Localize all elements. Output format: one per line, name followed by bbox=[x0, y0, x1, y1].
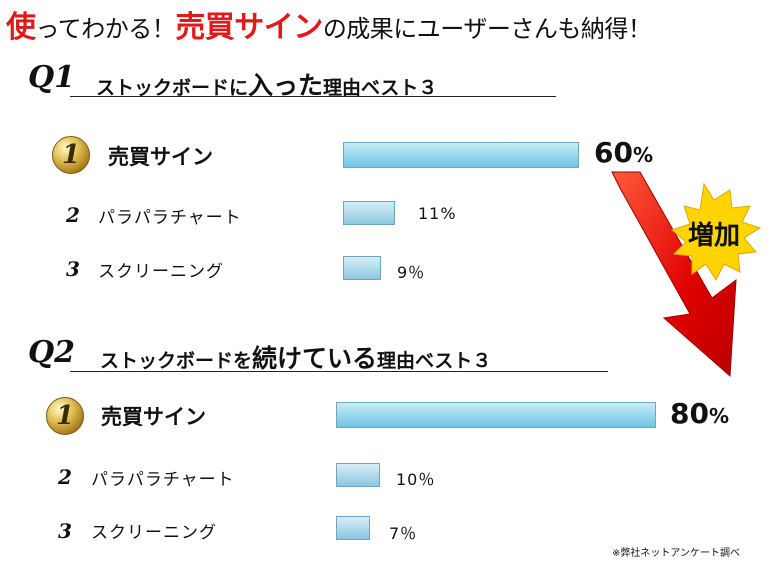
q2-category-3: スクリーニング bbox=[91, 523, 217, 543]
q2-underline bbox=[70, 371, 608, 372]
q1-value-3: 9％ bbox=[397, 263, 426, 282]
headline-emphasis-2: 売買サイン bbox=[175, 10, 323, 45]
q1-rank-2: 2 bbox=[66, 203, 80, 227]
q1-value-1-number: 60 bbox=[594, 136, 633, 169]
q2-value-2: 10％ bbox=[396, 470, 436, 489]
q2-rank-1-medal: 1 bbox=[46, 397, 84, 435]
q2-value-1: 80% bbox=[670, 397, 729, 430]
q1-value-2: 11% bbox=[418, 204, 457, 223]
q1-category-2: パラパラチャート bbox=[98, 208, 242, 228]
q2-bar-2 bbox=[336, 463, 380, 487]
increase-arrow bbox=[611, 171, 762, 378]
q2-bar-3 bbox=[336, 516, 370, 540]
q1-value-1-unit: % bbox=[632, 143, 654, 167]
q1-bar-1 bbox=[343, 142, 579, 168]
q1-category-1: 売買サイン bbox=[108, 145, 213, 169]
q1-rank-1-medal: 1 bbox=[52, 136, 90, 174]
q2-title-pre: ストックボードを bbox=[100, 350, 253, 372]
headline: 使ってわかる！売買サインの成果にユーザーさんも納得！ bbox=[6, 2, 652, 46]
headline-emphasis-1: 使 bbox=[6, 10, 36, 45]
q2-value-1-number: 80 bbox=[670, 397, 709, 430]
q1-title-post: 理由ベスト３ bbox=[323, 77, 438, 99]
headline-text-2: の成果にユーザーさんも納得！ bbox=[322, 15, 652, 43]
q2-title: ストックボードを続けている理由ベスト３ bbox=[100, 339, 491, 375]
q1-title-pre: ストックボードに bbox=[96, 77, 249, 99]
burst-shape bbox=[671, 182, 762, 282]
q2-rank-2: 2 bbox=[58, 465, 72, 489]
footnote: ※弊社ネットアンケート調べ bbox=[612, 548, 740, 559]
q1-rank-3: 3 bbox=[66, 257, 80, 281]
increase-label: 増加 bbox=[688, 221, 741, 251]
q1-label: Q1 bbox=[28, 60, 76, 95]
q1-value-1: 60% bbox=[594, 136, 653, 169]
q2-bar-1 bbox=[336, 402, 656, 428]
q1-bar-3 bbox=[343, 256, 381, 280]
q2-title-em: 続けている bbox=[252, 344, 378, 373]
arrow-shape bbox=[611, 171, 737, 378]
q2-rank-3: 3 bbox=[58, 519, 72, 543]
q2-category-1: 売買サイン bbox=[101, 405, 206, 429]
headline-text-1: ってわかる！ bbox=[35, 15, 176, 43]
q2-title-post: 理由ベスト３ bbox=[377, 350, 492, 372]
q1-title: ストックボードに入った理由ベスト３ bbox=[96, 66, 437, 102]
q2-label: Q2 bbox=[28, 335, 76, 370]
q1-title-em: 入った bbox=[248, 71, 324, 100]
q2-value-1-unit: % bbox=[708, 404, 730, 428]
q1-category-3: スクリーニング bbox=[98, 262, 224, 282]
q1-underline bbox=[70, 96, 556, 97]
q2-category-2: パラパラチャート bbox=[91, 470, 235, 490]
q2-value-3: 7％ bbox=[389, 524, 418, 543]
q1-bar-2 bbox=[343, 201, 395, 225]
